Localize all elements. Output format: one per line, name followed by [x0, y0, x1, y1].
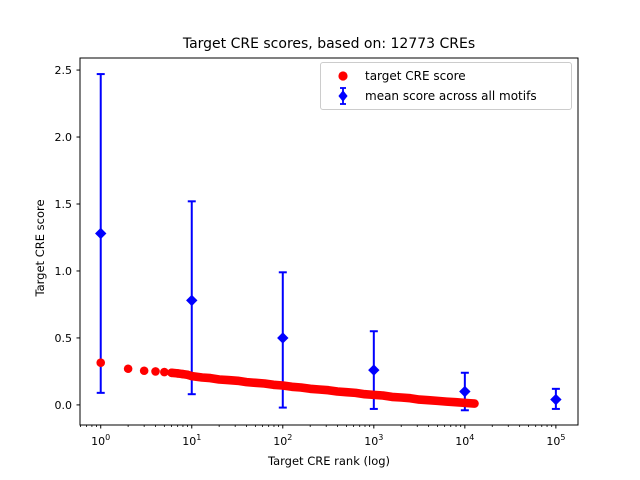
legend: target CRE score mean score across all m…	[320, 62, 572, 110]
x-axis: 100 101 102 103 104 105	[80, 425, 565, 448]
x-tick-label: 104	[455, 433, 474, 448]
y-tick-label: 1.0	[55, 265, 73, 278]
legend-row-mean: mean score across all motifs	[321, 86, 571, 106]
plot-border	[79, 57, 579, 426]
y-tick-label: 0.5	[55, 332, 73, 345]
x-tick-label: 105	[546, 433, 565, 448]
y-axis: 0.0 0.5 1.0 1.5 2.0 2.5	[55, 64, 80, 412]
x-tick-label: 103	[364, 433, 383, 448]
legend-label-mean: mean score across all motifs	[365, 89, 537, 104]
x-tick-label: 100	[91, 433, 110, 448]
x-tick-label: 102	[273, 433, 292, 448]
y-tick-label: 1.5	[55, 198, 73, 211]
blue-diamond-errorbar-icon	[321, 86, 365, 106]
y-tick-label: 0.0	[55, 399, 73, 412]
y-tick-label: 2.5	[55, 64, 73, 77]
red-circle-icon	[321, 70, 365, 82]
y-axis-label: Target CRE score	[33, 199, 47, 297]
legend-label-target: target CRE score	[365, 68, 466, 83]
y-tick-label: 2.0	[55, 131, 73, 144]
mean-score-series	[95, 73, 562, 412]
x-axis-label: Target CRE rank (log)	[267, 454, 390, 468]
chart-title: Target CRE scores, based on: 12773 CREs	[182, 36, 475, 52]
legend-row-target: target CRE score	[321, 66, 571, 86]
x-tick-label: 101	[182, 433, 201, 448]
target-score-series	[96, 358, 479, 408]
